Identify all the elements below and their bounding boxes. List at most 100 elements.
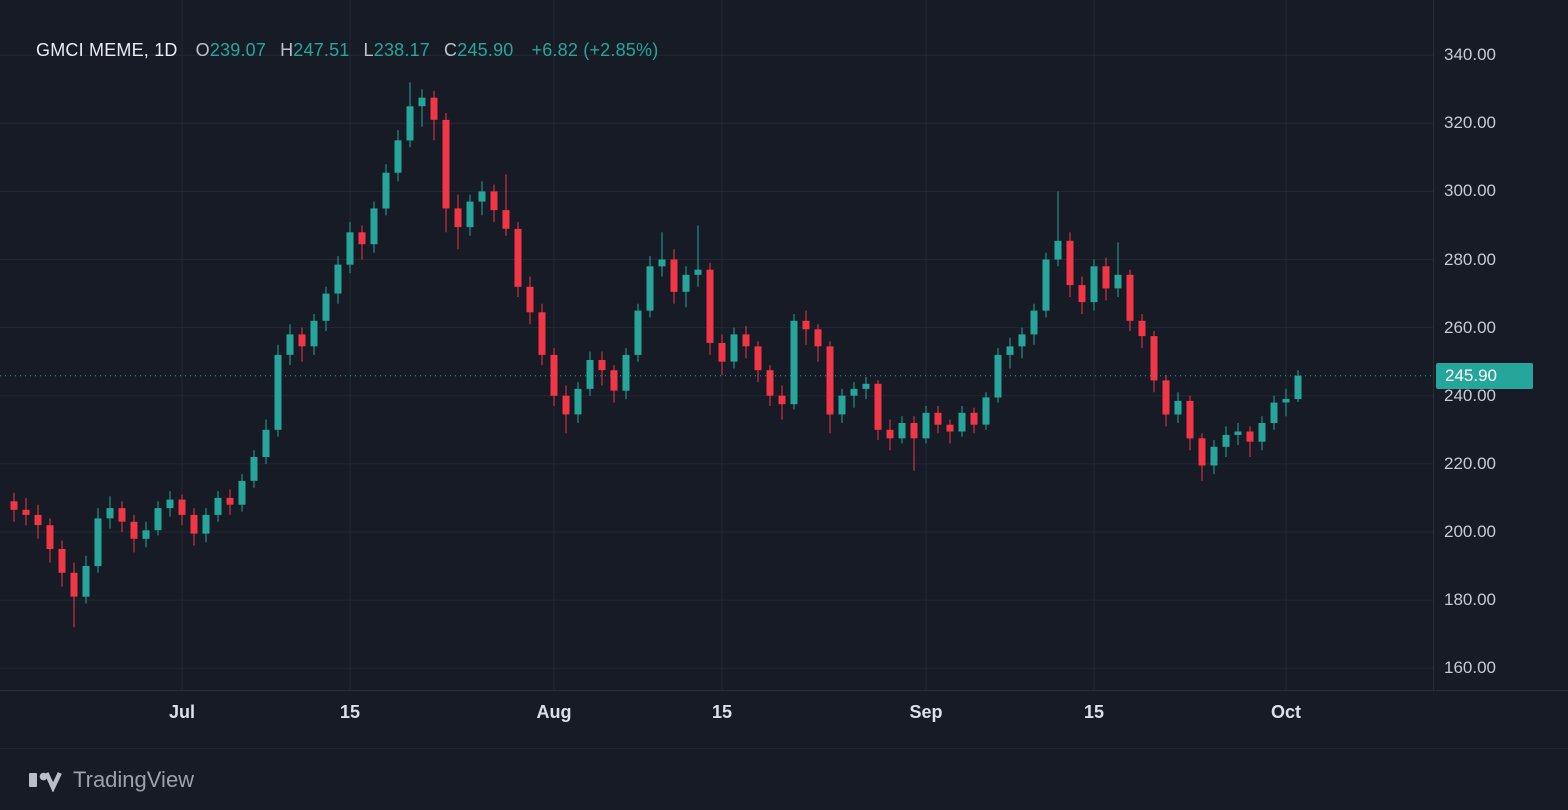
candle (1114, 242, 1122, 297)
tradingview-logo-icon (29, 771, 62, 792)
time-axis-label: Sep (909, 702, 943, 722)
price-axis-label: 160.00 (1444, 658, 1496, 678)
bottom-toolbar: TradingView (0, 748, 1568, 810)
candle (706, 262, 714, 355)
candle (382, 164, 390, 216)
time-axis-label: Oct (1270, 702, 1302, 722)
candle (526, 276, 534, 325)
candle (958, 406, 966, 437)
candle (1282, 388, 1290, 417)
candle (1186, 395, 1194, 451)
candle (754, 341, 762, 383)
candle (550, 348, 558, 406)
candle (718, 334, 726, 376)
price-axis-label: 180.00 (1444, 590, 1496, 610)
candle (1078, 276, 1086, 314)
candle (562, 385, 570, 434)
candle (646, 256, 654, 318)
candle (838, 388, 846, 423)
price-axis-label: 260.00 (1444, 317, 1496, 337)
candle (922, 406, 930, 444)
price-axis[interactable]: 340.00 320.00 300.00 280.00 260.00 240.00 220.… (1434, 0, 1568, 690)
candle (226, 489, 234, 515)
candle (1066, 232, 1074, 297)
chart-canvas[interactable] (0, 0, 1434, 690)
candle (214, 491, 222, 522)
candle (142, 521, 150, 548)
ohlc-high: H247.51 (280, 40, 350, 60)
candle (1210, 440, 1218, 475)
symbol-legend: GMCI MEME, 1D O239.07 H247.51 L238.17 C2… (36, 40, 658, 61)
candle (442, 113, 450, 233)
price-axis-label: 300.00 (1444, 181, 1496, 201)
candle (802, 310, 810, 345)
candle (622, 348, 630, 400)
candle (238, 474, 246, 512)
candle (1054, 191, 1062, 267)
time-axis[interactable]: Jul 15 Aug 15 Sep 15 Oct (0, 690, 1568, 749)
candle (1246, 426, 1254, 457)
candle (418, 89, 426, 127)
last-price-label: 245.90 (1436, 362, 1533, 389)
candle (1222, 426, 1230, 457)
symbol-title[interactable]: GMCI MEME, 1D (36, 40, 178, 60)
candle (22, 497, 30, 526)
candle (1150, 331, 1158, 393)
candle (58, 540, 66, 587)
ohlc-low: L238.17 (363, 40, 431, 60)
time-axis-label: 15 (1083, 702, 1105, 722)
candle (34, 504, 42, 539)
candle (130, 514, 138, 553)
candle (478, 181, 486, 216)
time-axis-label: Jul (168, 702, 196, 722)
candle (730, 327, 738, 369)
candle (118, 501, 126, 532)
candle (406, 82, 414, 148)
candle (1138, 314, 1146, 349)
candle (46, 518, 54, 563)
tradingview-brand-text: TradingView (73, 766, 195, 792)
candle (598, 351, 606, 386)
candle (322, 286, 330, 331)
candle (106, 496, 114, 529)
candle (1030, 303, 1038, 345)
price-axis-label: 220.00 (1444, 453, 1496, 473)
candle (1294, 370, 1302, 402)
candle (298, 327, 306, 362)
candle (1270, 395, 1278, 430)
candle (430, 90, 438, 141)
grid-layer (0, 0, 1434, 690)
candle (1162, 375, 1170, 427)
candle (70, 562, 78, 628)
candle (994, 348, 1002, 403)
candle (1198, 433, 1206, 481)
candle (898, 416, 906, 444)
candle (946, 419, 954, 444)
candle (790, 314, 798, 410)
time-axis-label: Aug (536, 702, 572, 722)
candle (1234, 423, 1242, 446)
candle (1126, 269, 1134, 331)
candle (1174, 392, 1182, 423)
candle (166, 491, 174, 517)
candle (178, 494, 186, 526)
candle (346, 222, 354, 274)
price-axis-label: 240.00 (1444, 385, 1496, 405)
price-axis-label: 280.00 (1444, 249, 1496, 269)
candle (970, 407, 978, 434)
candle (82, 555, 90, 604)
time-axis-label: 15 (711, 702, 733, 722)
candle (682, 266, 690, 308)
candle (310, 314, 318, 355)
candle (502, 174, 510, 236)
candle (670, 249, 678, 304)
change-value: +6.82 (+2.85%) (531, 40, 659, 60)
candle (814, 324, 822, 362)
candle (538, 303, 546, 366)
candle (874, 380, 882, 440)
candle (586, 351, 594, 396)
candle (982, 392, 990, 430)
candle (370, 201, 378, 253)
tradingview-logo[interactable]: TradingView (28, 767, 194, 793)
